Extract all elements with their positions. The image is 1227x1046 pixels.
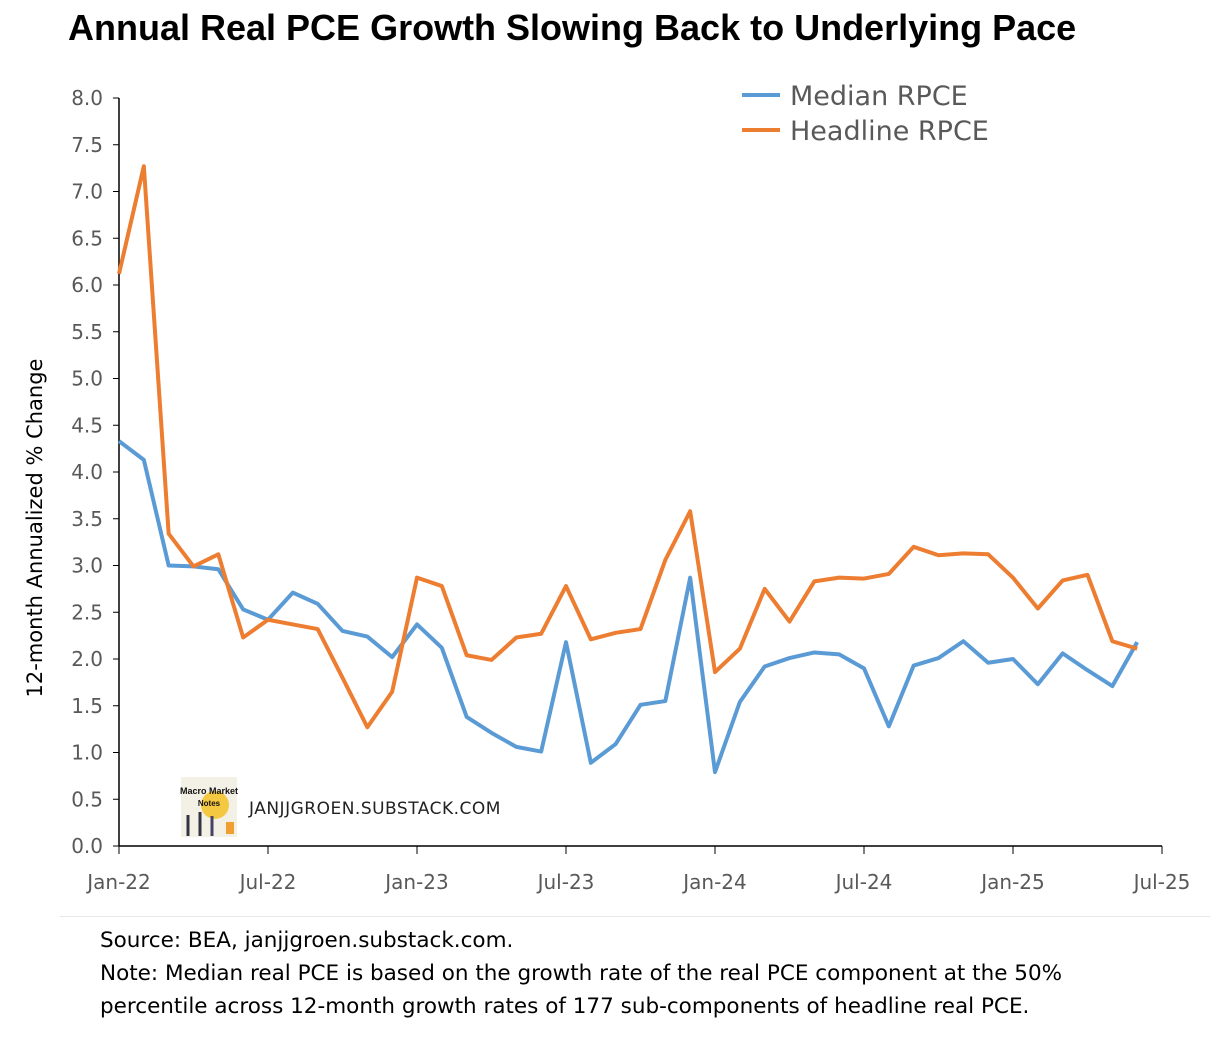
series-line-median-rpce (117, 439, 1139, 775)
series-line-headline-rpce (117, 164, 1138, 730)
divider (60, 916, 1210, 917)
notes: Source: BEA, janjjgroen.substack.com. No… (100, 924, 1130, 1023)
x-tick-label: Jul-23 (536, 870, 595, 894)
x-tick-label: Jan-25 (979, 870, 1045, 894)
y-tick-label: 2.5 (71, 600, 103, 624)
y-tick-label: 3.5 (71, 507, 103, 531)
y-tick-label: 1.5 (71, 694, 103, 718)
y-axis-label: 12-month Annualized % Change (23, 359, 47, 698)
y-tick-label: 2.0 (71, 647, 103, 671)
y-tick-label: 4.5 (71, 413, 103, 437)
watermark-url: JANJJGROEN.SUBSTACK.COM (248, 799, 501, 819)
y-tick-label: 0.5 (71, 787, 103, 811)
y-tick-label: 8.0 (71, 86, 103, 110)
x-tick-label: Jan-23 (383, 870, 449, 894)
y-tick-label: 7.0 (71, 180, 103, 204)
x-tick-label: Jan-22 (85, 870, 151, 894)
x-tick-label: Jul-22 (238, 870, 297, 894)
y-tick-label: 6.5 (71, 226, 103, 250)
legend: Median RPCE Headline RPCE (742, 81, 989, 147)
chart-title: Annual Real PCE Growth Slowing Back to U… (68, 7, 1076, 48)
x-tick-label: Jul-25 (1132, 870, 1191, 894)
y-tick-label: 4.0 (71, 460, 103, 484)
y-tick-label: 0.0 (71, 834, 103, 858)
watermark-logo: Macro Market Notes (180, 777, 238, 837)
note-text: Note: Median real PCE is based on the gr… (100, 961, 1063, 1019)
y-tick-label: 3.0 (71, 554, 103, 578)
x-tick-label: Jan-24 (681, 870, 747, 894)
y-tick-label: 5.0 (71, 367, 103, 391)
x-tick-label: Jul-24 (834, 870, 893, 894)
source-text: Source: BEA, janjjgroen.substack.com. (100, 928, 514, 953)
legend-headline: Headline RPCE (790, 116, 989, 147)
y-tick-label: 7.5 (71, 133, 103, 157)
svg-text:Notes: Notes (198, 799, 221, 808)
svg-text:Macro Market: Macro Market (180, 786, 238, 796)
y-tick-label: 5.5 (71, 320, 103, 344)
y-tick-label: 6.0 (71, 273, 103, 297)
legend-median: Median RPCE (790, 81, 968, 112)
y-tick-label: 1.0 (71, 741, 103, 765)
